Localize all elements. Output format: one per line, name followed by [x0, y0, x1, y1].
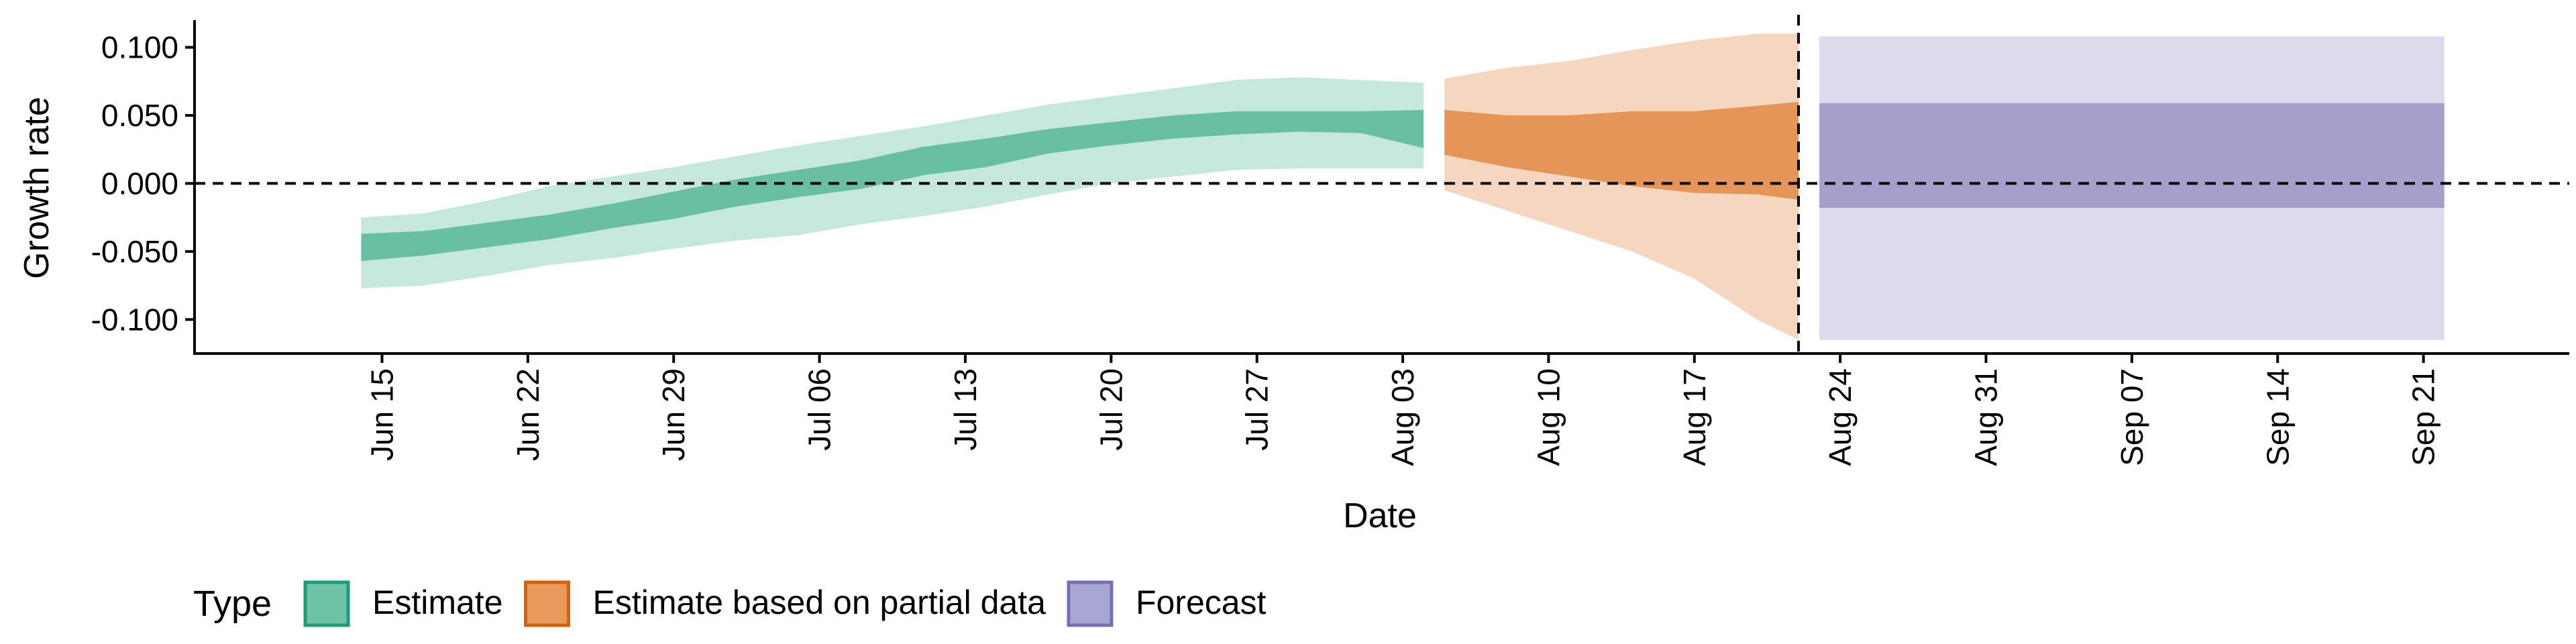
x-axis-title: Date [1343, 496, 1417, 535]
y-tick-label: 0.050 [101, 98, 178, 133]
x-tick-label: Jul 27 [1240, 368, 1275, 451]
x-tick-label: Sep 21 [2406, 368, 2441, 466]
x-tick-label: Jul 06 [802, 368, 837, 451]
y-tick-label: 0.000 [101, 166, 178, 201]
y-tick-label: -0.050 [91, 234, 178, 269]
legend-swatch-estimate [303, 580, 350, 627]
forecast-band-50 [1819, 103, 2445, 208]
legend-swatch-estimate-based-on-partial-data [524, 580, 571, 627]
legend-title: Type [193, 584, 272, 624]
x-tick-label: Jul 20 [1093, 368, 1128, 451]
legend-label-estimate: Estimate [372, 584, 503, 621]
x-tick-label: Aug 10 [1531, 368, 1566, 466]
x-tick-label: Jun 15 [364, 368, 399, 461]
legend-swatch-forecast [1067, 580, 1114, 627]
legend: Type Estimate Estimate based on partial d… [193, 580, 1267, 627]
y-tick-label: -0.100 [91, 302, 178, 337]
x-tick-label: Sep 07 [2114, 368, 2149, 466]
axes: 0.100 0.050 0.000 -0.050 -0.100 Jun 15 Jun 22 J… [91, 20, 2569, 466]
x-tick-label: Aug 03 [1385, 368, 1420, 466]
x-tick-label: Jul 13 [948, 368, 983, 451]
x-tick-label: Aug 17 [1677, 368, 1712, 466]
y-tick-label: 0.100 [101, 30, 178, 65]
legend-label-estimate-based-on-partial-data: Estimate based on partial data [593, 584, 1046, 621]
x-tick-label: Sep 14 [2260, 368, 2295, 466]
estimate-based-on-partial-data-band-50 [1444, 101, 1799, 200]
x-tick-label: Aug 24 [1823, 368, 1858, 466]
legend-label-forecast: Forecast [1136, 584, 1267, 621]
estimate-band-50 [361, 109, 1424, 262]
x-tick-label: Aug 31 [1969, 368, 2004, 466]
x-tick-label: Jun 29 [656, 368, 691, 461]
y-axis-title: Growth rate [17, 97, 56, 279]
reference-lines [195, 15, 2569, 354]
x-tick-label: Jun 22 [511, 368, 545, 461]
